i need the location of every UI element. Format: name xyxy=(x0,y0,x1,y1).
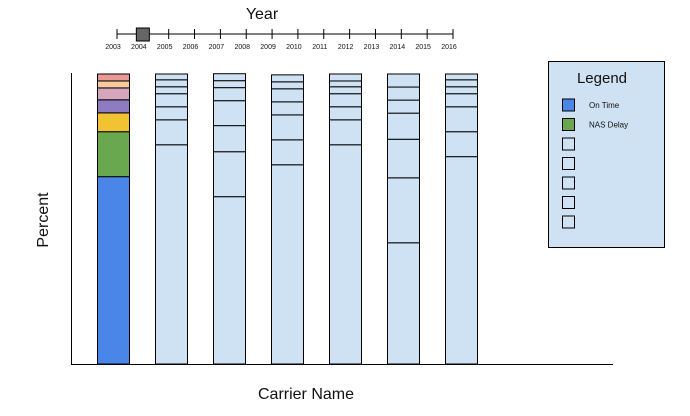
legend-swatch xyxy=(562,137,575,151)
bar-segment[interactable] xyxy=(329,106,362,121)
bar-segment[interactable] xyxy=(329,86,362,95)
bar-segment[interactable] xyxy=(387,73,420,88)
timeline-year-label[interactable]: 2008 xyxy=(234,44,250,51)
year-timeline[interactable]: Year 2003 2004 2005 2006 2007 2008 2009 2010 201… xyxy=(105,6,457,51)
bar-segment[interactable] xyxy=(271,88,304,103)
timeline-year-label[interactable]: 2010 xyxy=(286,44,302,51)
bar-series xyxy=(97,73,478,365)
bar-segment[interactable] xyxy=(97,73,130,82)
bar-segment[interactable] xyxy=(329,144,362,365)
bar-segment[interactable] xyxy=(97,80,130,89)
timeline-handle[interactable] xyxy=(135,27,150,42)
bar-segment[interactable] xyxy=(213,196,246,365)
legend-swatch xyxy=(562,98,575,112)
bar-segment[interactable] xyxy=(97,112,130,133)
bar-segment[interactable] xyxy=(329,73,362,82)
bar-segment[interactable] xyxy=(271,101,304,116)
bar-segment[interactable] xyxy=(329,93,362,108)
legend-item-label: NAS Delay xyxy=(589,121,628,130)
bar-segment[interactable] xyxy=(213,80,246,89)
bar-segment[interactable] xyxy=(271,81,304,90)
timeline-year-label[interactable]: 2015 xyxy=(415,44,431,51)
legend-item-label: On Time xyxy=(589,101,620,110)
bar-segment[interactable] xyxy=(213,125,246,153)
bar-segment[interactable] xyxy=(155,106,188,121)
legend-swatch xyxy=(562,196,575,209)
bar-segment[interactable] xyxy=(329,119,362,146)
timeline-year-label[interactable]: 2016 xyxy=(441,44,457,51)
bar-segment[interactable] xyxy=(445,131,478,158)
bar-segment[interactable] xyxy=(387,242,420,365)
timeline-year-label[interactable]: 2011 xyxy=(312,44,327,51)
legend-box xyxy=(548,61,665,248)
bar-segment[interactable] xyxy=(97,176,130,365)
bar-segment[interactable] xyxy=(155,93,188,108)
y-axis-label: Percent xyxy=(35,192,52,248)
bar-segment[interactable] xyxy=(213,87,246,102)
bar-segment[interactable] xyxy=(155,73,188,81)
bar-segment[interactable] xyxy=(97,131,130,178)
bar-segment[interactable] xyxy=(329,80,362,88)
timeline-year-label[interactable]: 2006 xyxy=(183,44,199,51)
bar-segment[interactable] xyxy=(97,99,130,114)
bar-segment[interactable] xyxy=(445,86,478,95)
legend-title: Legend xyxy=(577,70,627,87)
bar-segment[interactable] xyxy=(445,106,478,133)
timeline-year-label[interactable]: 2003 xyxy=(105,44,121,51)
legend-swatch xyxy=(562,176,575,190)
bar-segment[interactable] xyxy=(445,93,478,108)
bar-segment[interactable] xyxy=(155,119,188,146)
bar-segment[interactable] xyxy=(387,138,420,179)
bar-segment[interactable] xyxy=(387,99,420,114)
legend: Legend On Time NAS Delay xyxy=(548,61,665,248)
bar-segment[interactable] xyxy=(97,87,130,101)
bar-segment[interactable] xyxy=(271,74,304,83)
timeline-year-label[interactable]: 2012 xyxy=(338,44,354,51)
bar-segment[interactable] xyxy=(155,86,188,95)
timeline-year-label[interactable]: 2014 xyxy=(390,44,406,51)
bar-segment[interactable] xyxy=(445,156,478,365)
bar-segment[interactable] xyxy=(213,73,246,82)
bar-segment[interactable] xyxy=(445,79,478,88)
legend-swatch xyxy=(562,118,575,131)
legend-swatch xyxy=(562,157,575,170)
bar-segment[interactable] xyxy=(445,73,478,81)
x-axis-label: Carrier Name xyxy=(258,386,354,403)
timeline-year-label[interactable]: 2013 xyxy=(364,44,380,51)
bar-segment[interactable] xyxy=(271,164,304,365)
timeline-year-label[interactable]: 2009 xyxy=(260,44,276,51)
timeline-year-label[interactable]: 2005 xyxy=(157,44,173,51)
bar-segment[interactable] xyxy=(213,100,246,127)
bar-segment[interactable] xyxy=(271,139,304,166)
bar-segment[interactable] xyxy=(387,112,420,140)
timeline-year-label[interactable]: 2004 xyxy=(131,44,147,51)
bar-segment[interactable] xyxy=(271,114,304,141)
legend-swatch xyxy=(562,215,575,229)
bar-segment[interactable] xyxy=(387,86,420,101)
bar-segment[interactable] xyxy=(213,151,246,198)
bar-segment[interactable] xyxy=(387,177,420,244)
bar-segment[interactable] xyxy=(155,79,188,88)
timeline-title: Year xyxy=(246,6,279,23)
timeline-year-label[interactable]: 2007 xyxy=(209,44,225,51)
bar-segment[interactable] xyxy=(155,144,188,365)
